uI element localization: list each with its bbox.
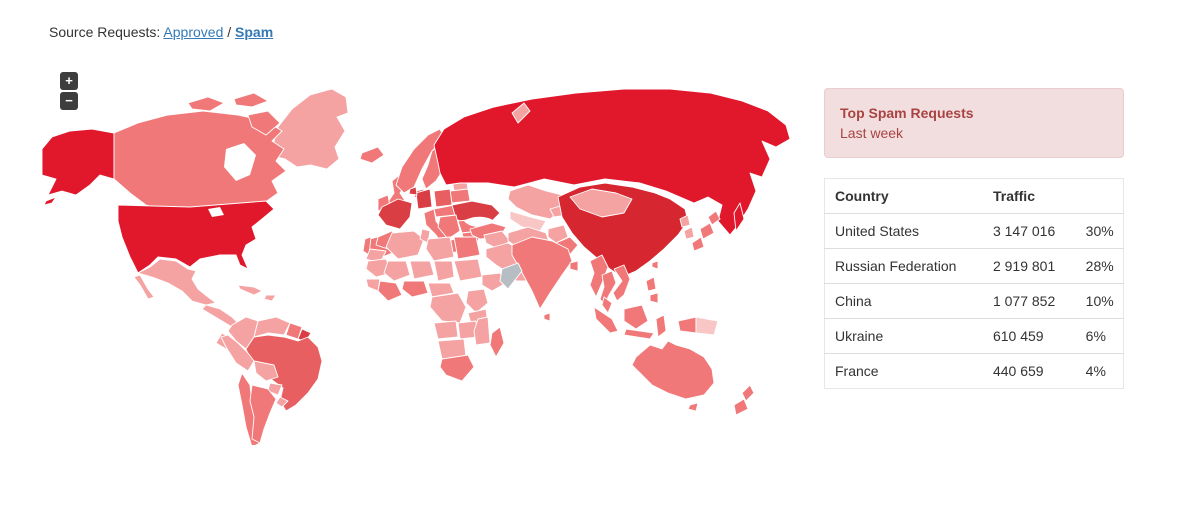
zoom-out-button[interactable]: − <box>60 92 78 110</box>
region-balkans[interactable] <box>437 214 461 240</box>
region-mali[interactable] <box>383 260 411 282</box>
region-dr-congo[interactable] <box>429 292 467 324</box>
spam-link[interactable]: Spam <box>235 24 274 40</box>
region-chad[interactable] <box>433 260 455 282</box>
region-new-zealand[interactable] <box>733 384 755 416</box>
cell-traffic: 440 659 <box>982 353 1076 389</box>
cell-country: Russian Federation <box>824 248 983 284</box>
cell-percent: 30% <box>1075 213 1124 249</box>
region-senegal-guinea[interactable] <box>365 278 381 292</box>
column-header-traffic: Traffic <box>992 188 1035 204</box>
region-sri-lanka[interactable] <box>543 312 551 322</box>
cell-percent: 6% <box>1075 318 1124 354</box>
region-myanmar[interactable] <box>589 254 609 298</box>
breadcrumb-separator: / <box>227 24 232 40</box>
table-row: United States 3 147 016 30% <box>824 213 1124 249</box>
region-greenland[interactable] <box>271 88 349 170</box>
panel-subtitle: Last week <box>840 125 904 141</box>
region-japan[interactable] <box>691 210 721 252</box>
region-australia[interactable] <box>631 340 715 412</box>
region-south-korea[interactable] <box>683 226 695 240</box>
region-west-africa-coast[interactable] <box>377 280 403 302</box>
cell-country: United States <box>824 213 983 249</box>
region-cuba[interactable] <box>237 284 263 296</box>
cell-traffic: 610 459 <box>982 318 1076 354</box>
cell-traffic: 2 919 801 <box>982 248 1076 284</box>
approved-link[interactable]: Approved <box>163 24 224 40</box>
zoom-in-button[interactable]: + <box>60 72 78 90</box>
cell-percent: 28% <box>1075 248 1124 284</box>
region-ethiopia[interactable] <box>481 272 507 292</box>
plus-icon: + <box>65 73 73 88</box>
region-uruguay[interactable] <box>275 396 289 408</box>
region-somalia[interactable] <box>499 262 523 290</box>
cell-percent: 4% <box>1075 353 1124 389</box>
region-france[interactable] <box>377 198 413 230</box>
region-angola[interactable] <box>433 320 459 340</box>
region-niger[interactable] <box>409 260 435 280</box>
region-netherlands[interactable] <box>408 186 418 196</box>
region-egypt[interactable] <box>453 236 481 260</box>
region-bolivia[interactable] <box>253 360 279 382</box>
region-mexico[interactable] <box>133 258 217 306</box>
region-peru[interactable] <box>220 334 255 372</box>
region-novaya-zemlya[interactable] <box>511 102 531 124</box>
region-sudan[interactable] <box>453 258 483 282</box>
spam-panel: Top Spam Requests Last week Country Traf… <box>824 88 1124 389</box>
region-mongolia[interactable] <box>569 188 633 218</box>
region-arctic-islands[interactable] <box>187 92 281 136</box>
breadcrumb: Source Requests: Approved / Spam <box>49 24 273 40</box>
table-row: China 1 077 852 10% <box>824 283 1124 319</box>
spam-table-body: United States 3 147 016 30% Russian Fede… <box>824 213 1124 389</box>
region-russia[interactable] <box>433 88 790 236</box>
region-bangladesh[interactable] <box>569 260 579 272</box>
region-united-states[interactable] <box>117 200 275 274</box>
source-requests-label: Source Requests: <box>49 24 161 40</box>
minus-icon: − <box>65 93 73 108</box>
region-papua-new-guinea[interactable] <box>695 316 719 336</box>
region-taiwan[interactable] <box>651 260 659 270</box>
region-paraguay[interactable] <box>267 382 283 396</box>
spam-table: Country Traffic United States 3 147 016 … <box>824 178 1124 389</box>
region-belarus[interactable] <box>449 188 471 204</box>
region-nigeria[interactable] <box>401 280 429 298</box>
region-malaysia[interactable] <box>601 296 613 314</box>
world-map <box>40 85 790 445</box>
region-philippines[interactable] <box>645 276 659 304</box>
panel-title: Top Spam Requests <box>840 105 974 121</box>
region-algeria[interactable] <box>385 230 425 260</box>
cell-traffic: 1 077 852 <box>982 283 1076 319</box>
region-venezuela[interactable] <box>253 316 291 338</box>
region-mozambique[interactable] <box>473 316 491 346</box>
region-cameroon-car[interactable] <box>427 282 455 298</box>
region-vietnam-laos[interactable] <box>612 264 631 302</box>
column-header-percent <box>1076 179 1124 214</box>
region-germany[interactable] <box>415 188 433 210</box>
table-header-row: Country Traffic <box>825 179 1124 214</box>
region-argentina[interactable] <box>249 384 277 444</box>
region-north-korea[interactable] <box>679 214 691 228</box>
spam-panel-header: Top Spam Requests Last week <box>824 88 1124 158</box>
region-libya[interactable] <box>425 236 455 262</box>
region-hispaniola[interactable] <box>263 294 277 302</box>
region-central-america[interactable] <box>201 304 239 328</box>
table-row: Russian Federation 2 919 801 28% <box>824 248 1124 284</box>
table-row: France 440 659 4% <box>824 353 1124 389</box>
column-header-country: Country <box>835 188 889 204</box>
region-kenya-uganda[interactable] <box>465 288 489 314</box>
cell-country: Ukraine <box>824 318 983 354</box>
region-south-africa[interactable] <box>439 354 475 382</box>
region-sakhalin[interactable] <box>733 202 745 232</box>
region-alaska[interactable] <box>41 128 115 206</box>
cell-country: France <box>824 353 983 389</box>
cell-percent: 10% <box>1075 283 1124 319</box>
region-madagascar[interactable] <box>489 326 505 358</box>
cell-country: China <box>824 283 983 319</box>
cell-traffic: 3 147 016 <box>982 213 1076 249</box>
region-poland[interactable] <box>433 188 453 208</box>
region-indonesia[interactable] <box>593 304 697 340</box>
table-row: Ukraine 610 459 6% <box>824 318 1124 354</box>
region-iceland[interactable] <box>359 146 385 164</box>
